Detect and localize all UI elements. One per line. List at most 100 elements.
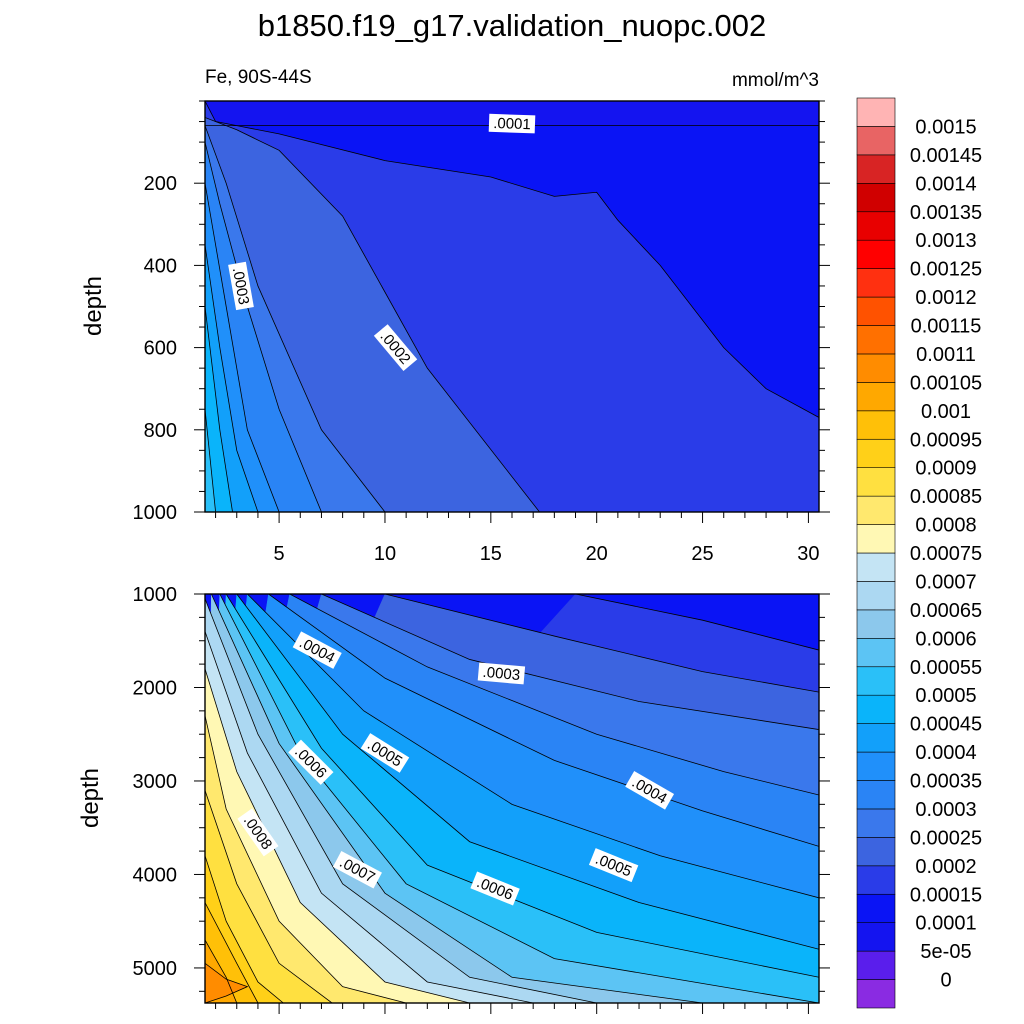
x-tick-label: 25 (691, 543, 713, 565)
colorbar-label: 0.00105 (910, 372, 982, 394)
colorbar-swatch (856, 950, 896, 980)
contour-line (205, 117, 540, 512)
contour-line (225, 594, 819, 978)
y-tick-label: 5000 (133, 958, 178, 980)
colorbar-label: 0.00135 (910, 202, 982, 224)
colorbar-label: 0.00145 (910, 145, 982, 167)
y-tick-label: 400 (144, 255, 177, 277)
contour-line (205, 715, 407, 1003)
contour-line (205, 598, 597, 1003)
colorbar-label: 0.00085 (910, 486, 982, 508)
colorbar-swatch (856, 268, 896, 298)
colorbar-swatch (856, 126, 896, 156)
upper-y-axis-label: depth (80, 276, 107, 336)
y-tick-label: 600 (144, 338, 177, 360)
colorbar-label: 0.00035 (910, 771, 982, 793)
colorbar-label: 0.0015 (915, 116, 976, 138)
colorbar-label: 0.0005 (915, 685, 976, 707)
colorbar-label: 0.00125 (910, 259, 982, 281)
colorbar-label: 0.00065 (910, 600, 982, 622)
colorbar-swatch (856, 353, 896, 383)
contour-line (289, 594, 819, 796)
colorbar-swatch (856, 467, 896, 497)
colorbar-label: 0.0013 (915, 230, 976, 252)
colorbar-swatch (856, 780, 896, 810)
contour-line (321, 594, 819, 730)
colorbar-swatch (856, 438, 896, 468)
lower-axis-ticks: 1000 2000 3000 4000 5000 (133, 584, 830, 1014)
contour-label: .0003 (228, 261, 254, 311)
x-tick-label: 20 (586, 543, 608, 565)
colorbar-swatch (856, 638, 896, 668)
upper-axis-ticks: 5 10 15 20 25 30 200 400 600 800 1000 (133, 100, 830, 565)
contour-line (205, 855, 284, 1003)
colorbar-swatch (856, 808, 896, 838)
contour-line (205, 902, 259, 1003)
colorbar-label: 0.0006 (915, 628, 976, 650)
x-tick-label: 30 (797, 543, 819, 565)
y-tick-label: 2000 (133, 677, 178, 699)
colorbar-label: 0.00025 (910, 827, 982, 849)
upper-contour-fills (205, 101, 819, 512)
colorbar-swatch (856, 609, 896, 639)
colorbar-swatch (856, 410, 896, 440)
lower-y-axis-label: depth (77, 768, 104, 828)
contour-line (247, 594, 819, 899)
colorbar-swatch (856, 211, 896, 241)
svg-text:.0003: .0003 (229, 266, 252, 306)
colorbar-label: 0.00015 (910, 884, 982, 906)
colorbar-swatch (856, 837, 896, 867)
colorbar-label: 0.00095 (910, 429, 982, 451)
left-subtitle: Fe, 90S-44S (205, 67, 312, 88)
colorbar-swatch (856, 524, 896, 554)
colorbar-swatch (856, 979, 896, 1009)
colorbar-swatch (856, 865, 896, 895)
colorbar-label: 0.0003 (915, 799, 976, 821)
svg-text:.0003: .0003 (482, 664, 521, 684)
colorbar-label: 0.001 (921, 401, 971, 423)
chart-title: b1850.f19_g17.validation_nuopc.002 (258, 8, 767, 43)
y-tick-label: 1000 (133, 584, 178, 606)
contour-label: .0001 (488, 113, 536, 134)
colorbar-label: 0.0012 (915, 287, 976, 309)
colorbar-swatch (856, 154, 896, 184)
colorbar-swatch (856, 296, 896, 326)
y-tick-label: 800 (144, 420, 177, 442)
colorbar-swatch (856, 239, 896, 269)
contour-line (205, 939, 238, 1003)
colorbar-swatch (856, 552, 896, 582)
contour-line (219, 594, 819, 1003)
colorbar-swatch (856, 97, 896, 127)
contour-line (575, 594, 819, 651)
colorbar: 0 5e-05 0.0001 0.00015 0.0002 0.00025 0.0003 0.… (856, 97, 982, 1009)
colorbar-swatch (856, 751, 896, 781)
contour-line (205, 631, 534, 1003)
colorbar-swatch (856, 325, 896, 355)
contour-line (205, 409, 216, 512)
svg-text:.0001: .0001 (493, 115, 531, 133)
colorbar-label: 0.0002 (915, 856, 976, 878)
contour-label: .0003 (477, 662, 526, 685)
lower-contour-lines (205, 594, 819, 1003)
y-tick-label: 3000 (133, 771, 178, 793)
colorbar-swatch (856, 382, 896, 412)
colorbar-label: 0.0007 (915, 571, 976, 593)
contour-line (210, 594, 703, 1003)
colorbar-label: 0.00115 (911, 316, 982, 338)
y-tick-label: 200 (144, 173, 177, 195)
colorbar-swatch (856, 694, 896, 724)
contour-line (205, 125, 386, 512)
colorbar-label: 0.0011 (916, 344, 976, 366)
contour-line (205, 101, 819, 418)
contour-line (384, 594, 819, 693)
x-tick-label: 5 (274, 543, 285, 565)
colorbar-label: 0.0004 (915, 742, 976, 764)
contour-line (205, 306, 233, 512)
colorbar-label: 0.00075 (910, 543, 982, 565)
contour-line (205, 183, 280, 512)
colorbar-swatch (856, 666, 896, 696)
colorbar-label: 0 (940, 970, 951, 992)
colorbar-swatch (856, 183, 896, 213)
